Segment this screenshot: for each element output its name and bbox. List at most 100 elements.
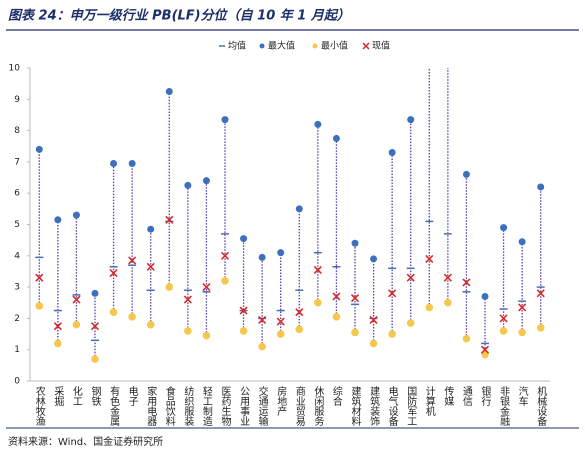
max-dot [258,253,266,261]
max-dot [221,116,229,124]
min-dot [35,302,44,310]
y-tick-label: 2 [14,314,20,324]
min-dot [184,327,192,335]
x-tick-label: 房地产 [275,385,287,417]
x-tick-label: 传媒 [442,386,454,407]
min-dot [295,325,304,334]
max-dot [91,289,99,297]
legend-label: 最大值 [268,40,295,52]
max-dot [444,49,451,56]
min-dot [221,277,229,285]
max-dot [202,177,210,185]
x-tick-label: 汽车 [516,385,528,407]
max-dot [110,159,118,167]
max-dot [481,292,489,300]
min-dot [351,328,359,337]
current-mark [518,303,527,312]
x-tick-label: 采掘 [52,386,64,407]
min-dot [239,327,248,335]
max-dot [332,134,340,142]
max-dot [407,116,415,124]
current-mark [499,314,508,323]
min-dot [518,328,526,337]
current-mark [72,295,81,304]
min-dot [54,339,62,348]
x-tick-label: 银行 [479,385,491,407]
current-mark [406,273,415,282]
min-dot [91,355,99,363]
max-dot [277,249,285,257]
current-mark [369,315,378,325]
max-dot [295,205,303,213]
x-tick-label: 综合 [330,385,342,407]
max-dot [370,255,378,263]
current-mark [258,315,267,325]
y-tick-label: 5 [14,220,20,230]
x-tick-label: 家用电器 [145,385,157,427]
current-mark [480,345,490,354]
min-dot [109,308,118,316]
min-dot [388,330,396,338]
max-dot [72,211,80,219]
source: 资料来源：Wind、国金证券研究所 [8,435,163,448]
x-tick-label: 公用事业 [238,386,250,426]
min-dot [536,323,545,332]
x-tick-label: 电子 [126,385,138,406]
min-dot [369,339,378,348]
current-mark [462,278,471,287]
max-dot [128,159,136,167]
y-tick-label: 8 [14,126,20,136]
min-dot [165,283,174,291]
current-mark [239,306,248,315]
max-dot [184,181,192,189]
min-dot [128,313,136,321]
x-tick-label: 非银金融 [498,386,510,427]
max-dot [54,216,62,224]
max-dot [537,183,545,191]
current-mark [220,251,230,260]
min-dot [406,319,415,327]
min-dot [462,334,471,343]
current-mark [35,273,44,282]
y-tick-label: 1 [14,345,20,355]
current-mark [443,273,452,282]
x-tick-label: 建筑装饰 [368,385,380,427]
max-dot [500,224,508,232]
max-dot [388,149,396,157]
legend-swatch [312,43,318,49]
min-dot [202,331,211,340]
x-tick-label: 钢铁 [89,385,101,407]
x-tick-label: 医药生物 [219,386,231,427]
current-mark [388,289,397,298]
x-tick-label: 建筑材料 [349,385,361,427]
max-dot [165,87,173,95]
max-dot [351,239,359,247]
x-tick-label: 轻工制造 [200,385,212,426]
legend-swatch [259,43,265,49]
min-dot [72,320,81,329]
max-dot [35,145,43,153]
y-tick-label: 4 [14,251,20,261]
x-tick-label: 商业贸易 [293,385,305,427]
plot [35,49,545,363]
current-mark [165,215,174,224]
min-dot [258,342,266,351]
current-mark [350,293,360,303]
x-tick-label: 食品饮料 [163,385,175,427]
current-mark [425,254,434,263]
x-tick-label: 休闲服务 [312,386,324,427]
x-tick-label: 交通运输 [256,385,268,427]
max-dot [518,238,526,246]
x-tick-label: 纺织服装 [182,385,194,427]
current-mark [202,283,211,292]
current-mark [295,308,304,317]
legend-label: 现值 [372,40,390,52]
current-mark [313,265,322,274]
current-mark [276,317,285,326]
x-tick-label: 电气设备 [386,385,398,427]
min-dot [146,320,155,329]
max-dot [462,170,470,178]
x-tick-label: 通信 [460,386,472,407]
current-mark [90,322,100,331]
